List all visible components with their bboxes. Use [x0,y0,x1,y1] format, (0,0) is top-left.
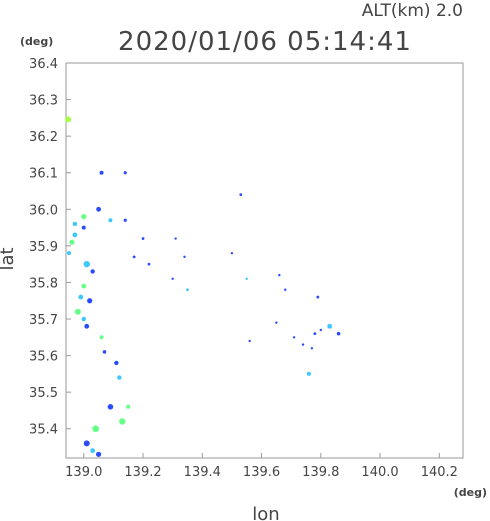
echo-point [95,451,102,457]
y-unit-label: (deg) [20,35,53,48]
echo-point [306,371,311,376]
echo-point [107,403,114,410]
echo-point [186,288,189,292]
echo-point [83,260,90,268]
echo-point [92,425,100,433]
x-axis-label: lon [252,504,279,521]
y-tick-label: 35.4 [29,423,58,438]
echo-point [81,225,86,230]
echo-point [81,316,86,322]
echo-point [119,418,126,425]
echo-point [90,269,95,274]
echo-point [83,440,90,447]
echo-point [316,295,320,299]
echo-point [96,206,101,212]
x-tick-label: 139.8 [302,465,339,480]
echo-point [248,339,251,343]
echo-point [90,448,96,454]
echo-point [278,273,281,277]
echo-point [245,277,248,280]
y-axis-label: lat [0,247,18,270]
x-tick-label: 139.0 [65,465,102,480]
y-tick-label: 36.4 [29,57,58,72]
echo-point [102,350,107,354]
echo-point [74,308,81,315]
echo-point [171,277,174,280]
echo-point [239,193,243,197]
echo-point [114,360,119,366]
echo-point [66,251,71,256]
y-tick-label: 35.6 [29,350,58,365]
echo-point [117,375,122,380]
echo-point [275,321,278,324]
echo-point [313,332,317,336]
ticks-layer: 139.0 139.2 139.4 139.6 139.8 140.0 140.2 36.4 3… [29,57,458,480]
plot-frame [65,62,464,459]
echo-point [230,251,234,255]
echo-point [81,214,87,220]
x-tick-label: 140.0 [361,465,398,480]
echo-point [65,116,72,123]
y-tick-label: 36.3 [29,94,58,109]
y-tick-label: 35.7 [29,313,58,328]
y-tick-label: 35.5 [29,386,58,401]
echo-point [327,323,333,329]
echo-point [72,232,78,238]
echo-point [132,255,136,259]
x-tick-label: 140.2 [421,465,458,480]
echo-point [301,343,305,346]
x-unit-label: (deg) [454,486,487,499]
echo-point [141,237,145,240]
echo-point [126,404,131,409]
echo-point [87,298,93,304]
x-tick-label: 139.6 [243,465,280,480]
echo-point [123,171,127,175]
echo-point [81,283,87,289]
echo-point [99,170,104,175]
chart-title: 2020/01/06 05:14:41 [118,27,412,57]
echo-point [99,335,104,340]
echo-point [69,239,75,245]
echo-point [183,255,186,259]
points-layer [65,116,341,457]
echo-point [147,262,151,266]
echo-point [319,328,322,332]
echo-point [72,221,78,227]
echo-point [284,288,287,291]
echo-point [336,331,341,336]
echo-point [292,336,296,339]
y-tick-label: 36.2 [29,130,58,145]
y-tick-label: 35.9 [29,240,58,255]
altitude-label: ALT(km) 2.0 [362,1,463,21]
y-tick-label: 36.1 [29,167,58,182]
y-tick-label: 36.0 [29,203,58,218]
echo-point [78,294,84,300]
echo-point [84,323,90,329]
x-tick-label: 139.4 [184,465,221,480]
echo-point [310,347,314,350]
echo-point [174,237,177,240]
echo-point [108,218,113,223]
x-tick-label: 139.2 [124,465,161,480]
echo-point [123,218,127,222]
y-tick-label: 35.8 [29,276,58,291]
